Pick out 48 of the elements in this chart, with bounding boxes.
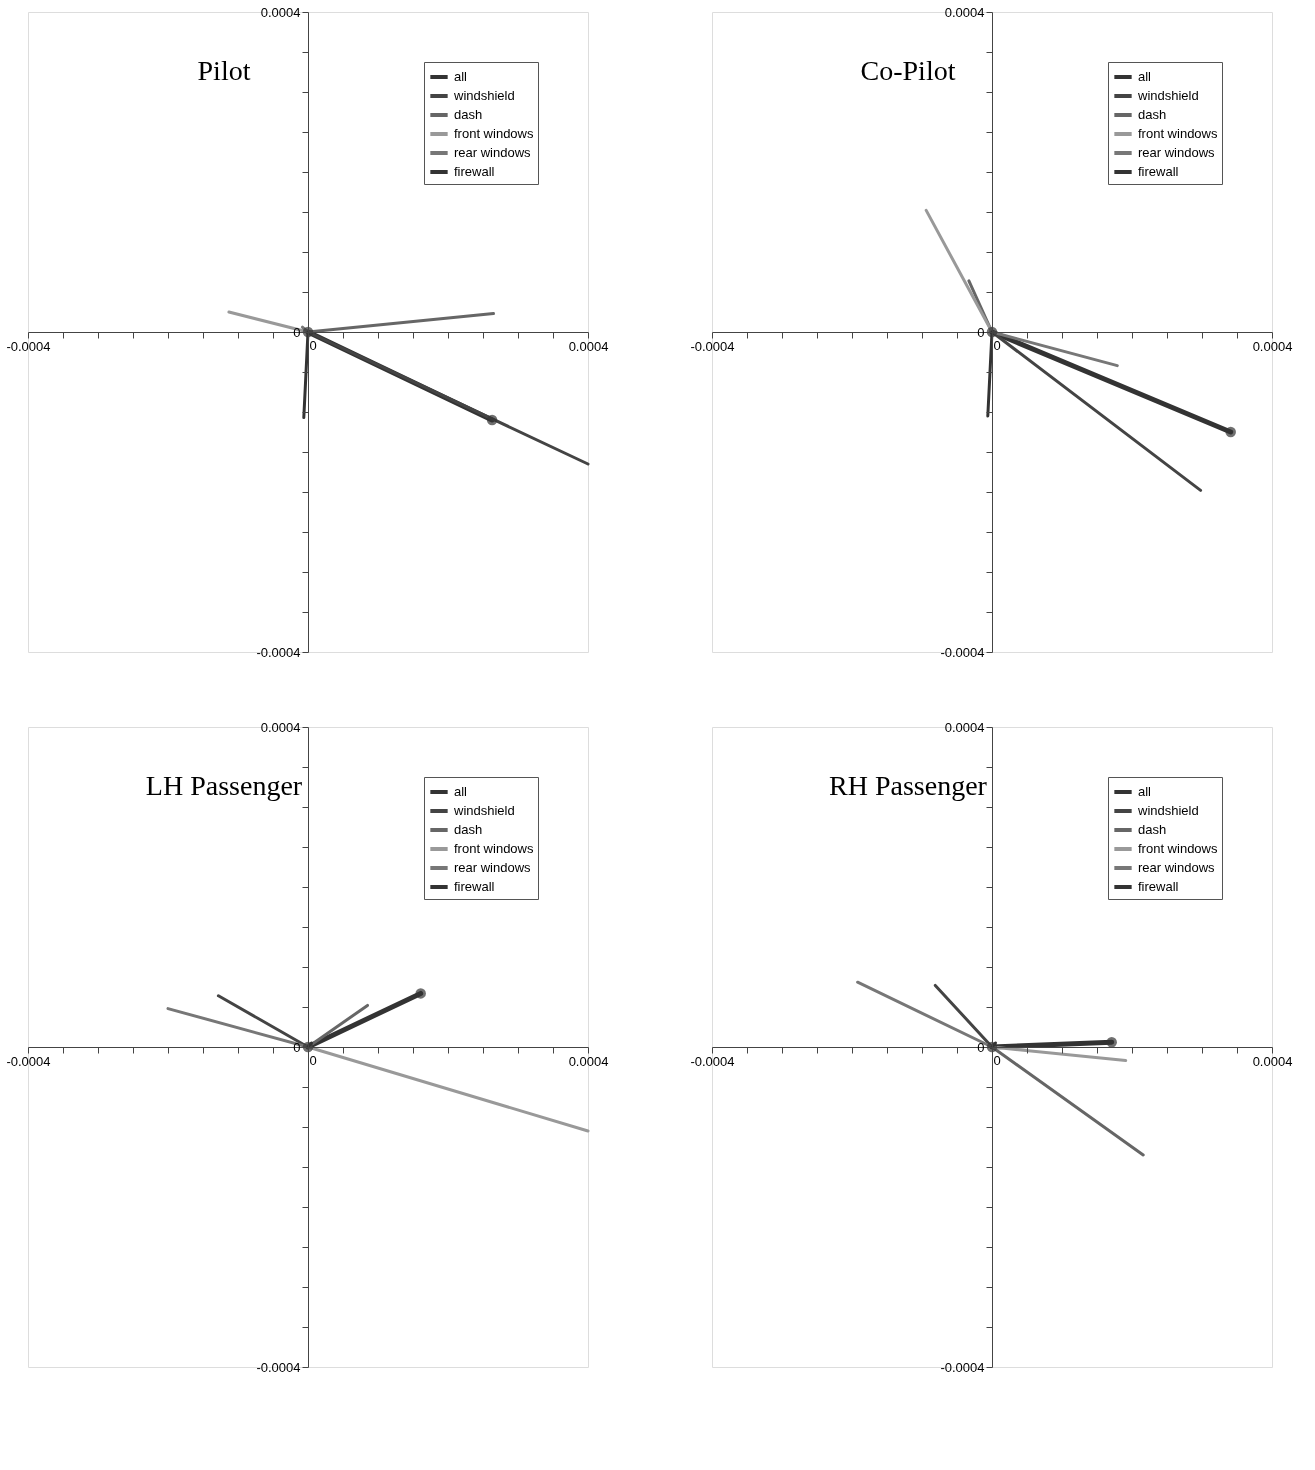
legend-label: firewall xyxy=(454,164,495,179)
x-tick-label: 0.0004 xyxy=(1252,1053,1293,1069)
y-tick-label: -0.0004 xyxy=(256,644,301,660)
legend-label: windshield xyxy=(453,803,515,818)
x-tick-label: 0 xyxy=(993,338,1001,353)
legend-label: dash xyxy=(1138,822,1167,837)
x-tick-label: -0.0004 xyxy=(690,1053,735,1069)
legend-label: windshield xyxy=(1137,803,1199,818)
y-tick-label: -0.0004 xyxy=(940,1359,985,1375)
x-tick-label: 0.0004 xyxy=(1252,338,1293,354)
text: Co-Pilot xyxy=(860,55,956,86)
x-tick-label: -0.0004 xyxy=(690,338,735,354)
legend-label: rear windows xyxy=(1138,860,1216,875)
legend-label: front windows xyxy=(1138,126,1218,141)
legend-label: all xyxy=(1138,69,1152,84)
legend-label: all xyxy=(454,784,468,799)
x-tick-label: 0.0004 xyxy=(568,1053,609,1069)
legend-label: rear windows xyxy=(454,860,532,875)
legend-label: dash xyxy=(454,822,483,837)
legend-label: firewall xyxy=(1138,164,1179,179)
legend-label: front windows xyxy=(1138,841,1218,856)
legend-label: rear windows xyxy=(1138,145,1216,160)
x-tick-label: 0.0004 xyxy=(568,338,609,354)
x-tick-label: -0.0004 xyxy=(6,338,51,354)
legend-label: front windows xyxy=(454,841,534,856)
text: Pilot xyxy=(197,55,251,86)
y-tick-label: 0.0004 xyxy=(260,719,301,735)
x-tick-label: 0 xyxy=(309,338,317,353)
x-tick-label: 0 xyxy=(993,1053,1001,1068)
y-tick-label: 0.0004 xyxy=(944,719,985,735)
legend-label: all xyxy=(454,69,468,84)
y-tick-label: -0.0004 xyxy=(256,1359,301,1375)
legend-label: front windows xyxy=(454,126,534,141)
legend-label: rear windows xyxy=(454,145,532,160)
x-tick-label: 0 xyxy=(309,1053,317,1068)
legend-label: firewall xyxy=(454,879,495,894)
y-tick-label: 0.0004 xyxy=(944,4,985,20)
x-tick-label: -0.0004 xyxy=(6,1053,51,1069)
legend-label: windshield xyxy=(1137,88,1199,103)
legend-label: windshield xyxy=(453,88,515,103)
legend-label: dash xyxy=(1138,107,1167,122)
legend-label: firewall xyxy=(1138,879,1179,894)
y-tick-label: -0.0004 xyxy=(940,644,985,660)
legend-label: all xyxy=(1138,784,1152,799)
legend-label: dash xyxy=(454,107,483,122)
text: LH Passenger xyxy=(145,770,303,801)
text: RH Passenger xyxy=(829,770,988,801)
y-tick-label: 0.0004 xyxy=(260,4,301,20)
